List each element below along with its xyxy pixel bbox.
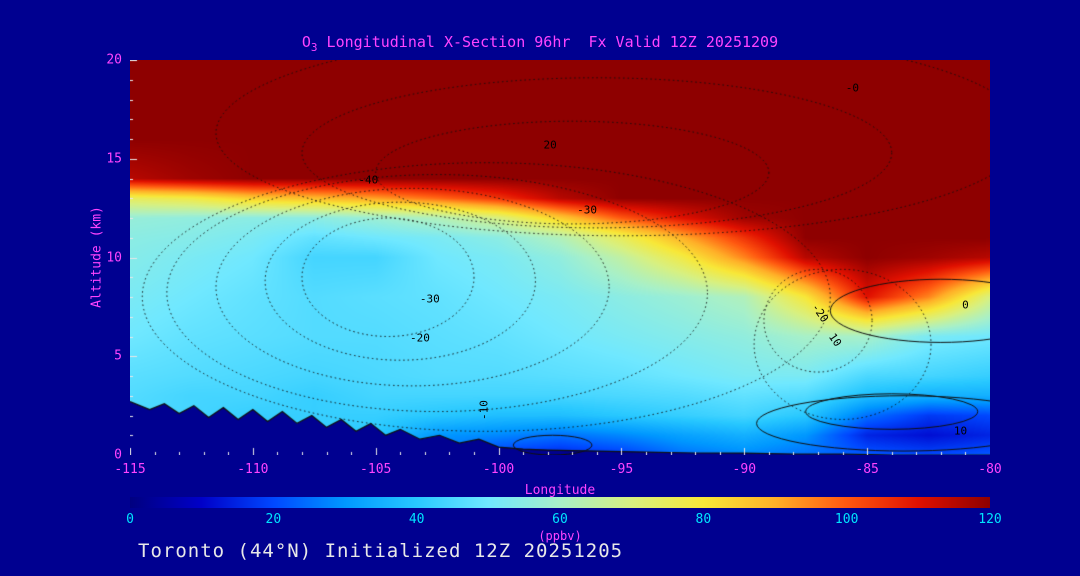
y-tick-label: 5 — [114, 348, 122, 364]
colorbar-tick-label: 60 — [552, 512, 568, 527]
contour-label: 0 — [962, 298, 969, 312]
x-tick-label: -115 — [114, 462, 146, 477]
contour-label: -20 — [410, 331, 430, 345]
contour-label: -30 — [577, 203, 597, 217]
colorbar-tick-label: 120 — [978, 512, 1002, 527]
colorbar — [130, 497, 990, 508]
x-axis-label: Longitude — [524, 483, 596, 498]
colorbar-tick-label: 0 — [126, 512, 134, 527]
x-tick-label: -90 — [732, 462, 757, 477]
contour-label: -40 — [358, 173, 379, 187]
footer-text: Toronto (44°N) Initialized 12Z 20251205 — [138, 540, 624, 562]
colorbar-tick-label: 20 — [265, 512, 282, 527]
chart-title-subscript: 3 — [310, 41, 318, 54]
colorbar-tick-label: 40 — [408, 512, 425, 527]
contour-label: -0 — [845, 81, 860, 95]
contour-label: 20 — [543, 138, 557, 152]
x-tick-label: -80 — [978, 462, 1002, 477]
contour-label: -10 — [477, 399, 491, 420]
y-tick-label: 0 — [114, 447, 122, 463]
plot-area: -40 -30 20 -0 -30 -20 -10 -20 10 0 10 — [130, 60, 990, 455]
y-tick-label: 15 — [106, 151, 122, 167]
colorbar-units: (ppbv) — [538, 529, 582, 543]
y-tick-label: 20 — [106, 52, 122, 68]
y-axis-label: Altitude (km) — [89, 206, 105, 308]
chart-title-prefix: O — [301, 33, 311, 51]
x-tick-label: -85 — [855, 462, 879, 477]
x-tick-label: -110 — [237, 462, 269, 477]
contour-label: 10 — [953, 424, 968, 438]
contour-label: -30 — [419, 292, 440, 306]
colorbar-tick-label: 80 — [695, 512, 712, 527]
y-tick-label: 10 — [106, 250, 122, 265]
x-tick-label: -95 — [609, 462, 634, 477]
x-tick-label: -105 — [360, 462, 392, 477]
x-tick-label: -100 — [482, 462, 515, 477]
xsection-heatmap-canvas — [130, 60, 990, 455]
chart-title-rest: Longitudinal X-Section 96hr Fx Valid 12Z… — [317, 33, 779, 51]
chart-title: O3 Longitudinal X-Section 96hr Fx Valid … — [0, 33, 1080, 54]
colorbar-tick-label: 100 — [834, 512, 859, 527]
